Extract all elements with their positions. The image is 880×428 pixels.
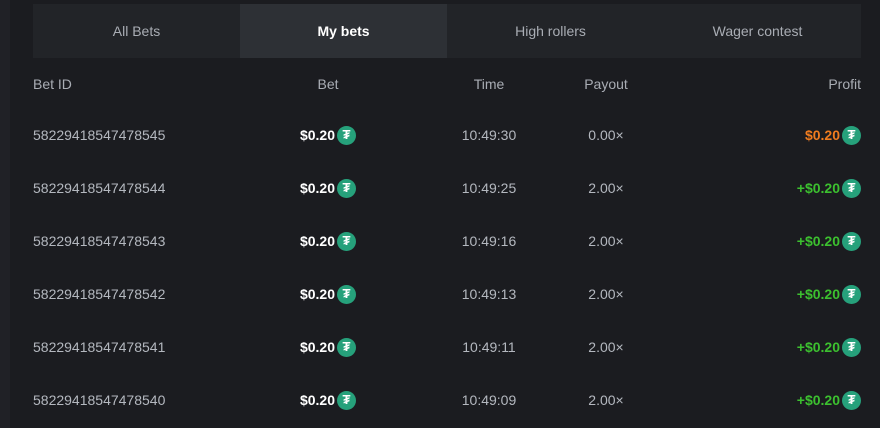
tether-usdt-icon: ₮ xyxy=(337,231,357,251)
tether-usdt-icon: ₮ xyxy=(842,178,861,198)
profit-value: +$0.20 xyxy=(796,180,840,196)
bet-payout: 2.00× xyxy=(588,339,624,355)
bet-profit: +$0.20 ₮ xyxy=(797,284,861,304)
tether-usdt-icon: ₮ xyxy=(337,125,357,145)
bet-amount: $0.20 ₮ xyxy=(278,337,378,357)
bet-time: 10:49:09 xyxy=(461,392,517,408)
tether-usdt-icon: ₮ xyxy=(337,390,357,410)
bet-id[interactable]: 58229418547478542 xyxy=(33,286,166,302)
table-row[interactable]: 58229418547478542 $0.20 ₮ 10:49:13 2.00× … xyxy=(33,284,861,304)
table-row[interactable]: 58229418547478544 $0.20 ₮ 10:49:25 2.00× … xyxy=(33,178,861,198)
side-panel-edge xyxy=(0,0,10,428)
bets-tabs: All Bets My bets High rollers Wager cont… xyxy=(33,4,861,58)
bet-value: $0.20 xyxy=(299,233,336,249)
bet-value: $0.20 xyxy=(299,286,336,302)
bet-time: 10:49:13 xyxy=(461,286,517,302)
table-row[interactable]: 58229418547478545 $0.20 ₮ 10:49:30 0.00× … xyxy=(33,125,861,145)
column-header-bet: Bet xyxy=(317,76,339,92)
table-header: Bet ID Bet Time Payout Profit xyxy=(33,74,861,94)
bet-payout: 2.00× xyxy=(588,392,624,408)
tab-all-bets[interactable]: All Bets xyxy=(112,23,161,39)
bet-value: $0.20 xyxy=(299,180,336,196)
bet-payout: 0.00× xyxy=(588,127,624,143)
bet-profit: +$0.20 ₮ xyxy=(797,178,861,198)
bet-amount: $0.20 ₮ xyxy=(278,231,378,251)
tab-my-bets[interactable]: My bets xyxy=(240,4,447,58)
tether-usdt-icon: ₮ xyxy=(337,284,357,304)
bet-payout: 2.00× xyxy=(588,286,624,302)
profit-value: +$0.20 xyxy=(796,339,840,355)
tab-high-rollers[interactable]: High rollers xyxy=(515,23,586,39)
tether-usdt-icon: ₮ xyxy=(842,284,861,304)
profit-value: +$0.20 xyxy=(796,233,840,249)
bet-amount: $0.20 ₮ xyxy=(278,125,378,145)
bet-profit: +$0.20 ₮ xyxy=(797,231,861,251)
profit-value: +$0.20 xyxy=(796,392,840,408)
bet-value: $0.20 xyxy=(299,339,336,355)
bet-payout: 2.00× xyxy=(588,233,624,249)
bet-profit: +$0.20 ₮ xyxy=(797,337,861,357)
bet-amount: $0.20 ₮ xyxy=(278,284,378,304)
column-header-time: Time xyxy=(473,76,505,92)
tether-usdt-icon: ₮ xyxy=(337,337,357,357)
bet-time: 10:49:30 xyxy=(461,127,517,143)
column-header-payout: Payout xyxy=(584,76,628,92)
bet-id[interactable]: 58229418547478545 xyxy=(33,127,166,143)
bet-value: $0.20 xyxy=(299,127,336,143)
tether-usdt-icon: ₮ xyxy=(842,390,861,410)
bet-id[interactable]: 58229418547478543 xyxy=(33,233,166,249)
bet-value: $0.20 xyxy=(299,392,336,408)
bet-time: 10:49:16 xyxy=(461,233,517,249)
tether-usdt-icon: ₮ xyxy=(842,231,861,251)
bet-id[interactable]: 58229418547478540 xyxy=(33,392,166,408)
table-row[interactable]: 58229418547478541 $0.20 ₮ 10:49:11 2.00× … xyxy=(33,337,861,357)
tab-wager-contest[interactable]: Wager contest xyxy=(712,23,803,39)
column-header-profit: Profit xyxy=(828,76,861,92)
profit-value: +$0.20 xyxy=(796,286,840,302)
bet-profit: +$0.20 ₮ xyxy=(797,390,861,410)
tether-usdt-icon: ₮ xyxy=(842,125,861,145)
bet-amount: $0.20 ₮ xyxy=(278,390,378,410)
column-header-bet-id: Bet ID xyxy=(33,76,72,92)
bet-time: 10:49:11 xyxy=(462,339,516,355)
bet-profit: $0.20 ₮ xyxy=(805,125,861,145)
tether-usdt-icon: ₮ xyxy=(842,337,861,357)
bet-id[interactable]: 58229418547478544 xyxy=(33,180,166,196)
table-row[interactable]: 58229418547478543 $0.20 ₮ 10:49:16 2.00× … xyxy=(33,231,861,251)
profit-value: $0.20 xyxy=(804,127,840,143)
bet-time: 10:49:25 xyxy=(461,180,517,196)
bet-payout: 2.00× xyxy=(588,180,624,196)
bet-amount: $0.20 ₮ xyxy=(278,178,378,198)
table-row[interactable]: 58229418547478540 $0.20 ₮ 10:49:09 2.00× … xyxy=(33,390,861,410)
tether-usdt-icon: ₮ xyxy=(337,178,357,198)
bet-id[interactable]: 58229418547478541 xyxy=(33,339,166,355)
